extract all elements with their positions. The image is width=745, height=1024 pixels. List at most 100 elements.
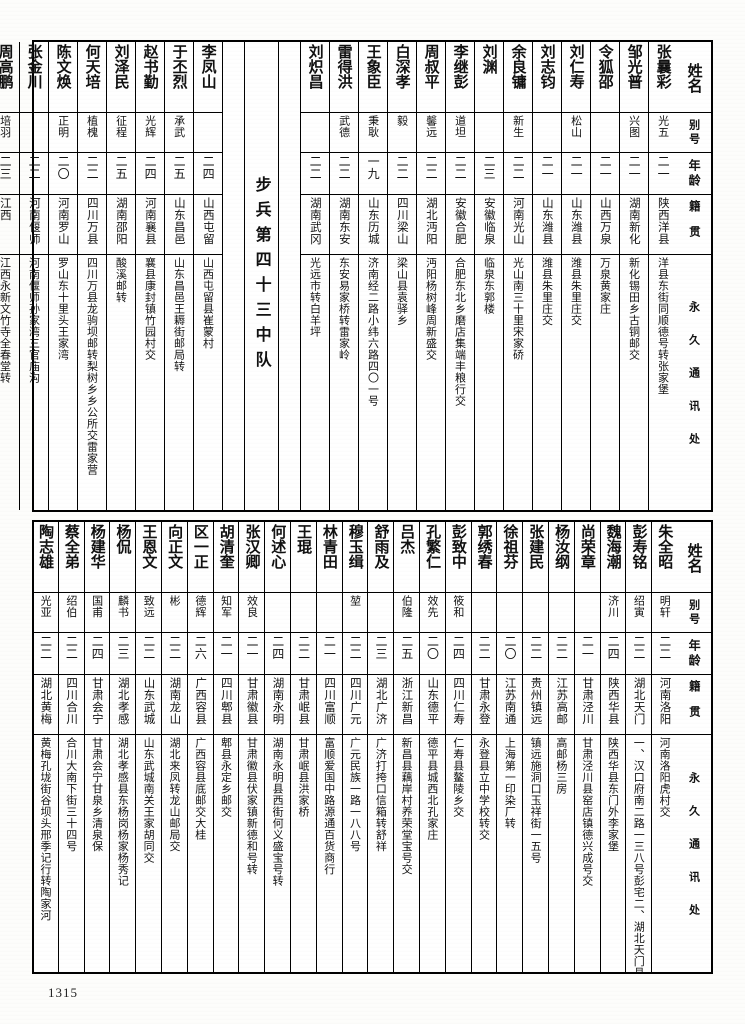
top-right-origin-text: 湖南新化 bbox=[627, 197, 642, 245]
bottom-origin: 江苏高邮 bbox=[549, 674, 574, 734]
bottom-name: 王琨 bbox=[291, 522, 316, 592]
top-right-address: 临泉东郭楼 bbox=[475, 254, 503, 510]
top-right-age: 一九 bbox=[359, 152, 387, 194]
bottom-address-text: 陕西华县东门外李家堡 bbox=[606, 737, 620, 852]
bottom-name: 何述心 bbox=[265, 522, 290, 592]
top-right-name: 周叔平 bbox=[417, 42, 445, 112]
top-right-address-text: 万泉黄家庄 bbox=[598, 257, 612, 315]
bottom-alias-text: 堃 bbox=[348, 595, 362, 607]
top-right-origin-text: 河南光山 bbox=[511, 197, 526, 245]
bottom-name: 王恩文 bbox=[136, 522, 161, 592]
top-left-alias-text: 正明 bbox=[56, 115, 70, 138]
bottom-address: 广济打挎口信箱转舒祥 bbox=[368, 734, 394, 972]
bottom-name-text: 孔繁仁 bbox=[424, 524, 443, 569]
header-name-text: 姓名 bbox=[685, 62, 704, 93]
top-left-origin-text: 湖南邵阳 bbox=[114, 197, 129, 245]
bottom-origin: 河南洛阳 bbox=[652, 674, 677, 734]
top-right-name: 刘炽昌 bbox=[301, 42, 329, 112]
header-age: 年龄 bbox=[677, 632, 711, 674]
bottom-age: 二四 bbox=[445, 632, 471, 674]
top-left-origin: 湖南邵阳 bbox=[107, 194, 135, 254]
header-address: 永久通讯处 bbox=[677, 734, 711, 972]
bottom-address: 镇远施洞口玉祥街一五号 bbox=[523, 734, 549, 972]
bottom-alias bbox=[316, 592, 342, 632]
roster-column: 吕杰 伯隆 二五 浙江新昌 新昌县藕岸村养荣堂宝号交 bbox=[393, 522, 420, 972]
top-right-name-text: 刘志钧 bbox=[538, 44, 557, 89]
top-left-origin: 河南罗山 bbox=[49, 194, 77, 254]
bottom-age: 二三 bbox=[110, 632, 136, 674]
top-left-name-text: 张金川 bbox=[25, 44, 44, 89]
bottom-name-text: 王琨 bbox=[295, 524, 314, 554]
bottom-address: 德平县城西北孔家庄 bbox=[420, 734, 445, 972]
top-right-origin: 山东历城 bbox=[359, 194, 387, 254]
top-left-address: 酸溪邮转 bbox=[107, 254, 135, 510]
bottom-address-text: 德平县城西北孔家庄 bbox=[425, 737, 439, 841]
top-left-origin: 河南偃师 bbox=[20, 194, 48, 254]
bottom-origin-text: 四川合川 bbox=[65, 677, 80, 725]
bottom-address-text: 永登县立中学校转交 bbox=[477, 737, 491, 841]
header-age-text: 年龄 bbox=[687, 639, 702, 669]
roster-column: 何天培 植槐 二二 四川万县 四川万县龙驹坝邮转梨树乡乡公所交雷家营 bbox=[77, 42, 106, 510]
roster-column: 张曩彩 光五 二一 陕西洋县 洋县东街同顺德号转张家堡 bbox=[648, 42, 677, 510]
bottom-alias-text: 致远 bbox=[142, 595, 156, 618]
top-left-name-text: 于丕烈 bbox=[170, 44, 189, 89]
bottom-age-text: 二一 bbox=[322, 635, 337, 660]
bottom-origin-text: 四川富顺 bbox=[323, 677, 338, 725]
top-right-name: 白深孝 bbox=[388, 42, 416, 112]
top-right-name: 令狐邵 bbox=[591, 42, 619, 112]
top-left-alias bbox=[20, 112, 48, 152]
top-left-address-text: 四川万县龙驹坝邮转梨树乡乡公所交雷家营 bbox=[85, 257, 99, 476]
top-right-origin: 山东潍县 bbox=[533, 194, 561, 254]
bottom-address: 合川大南下街三十四号 bbox=[58, 734, 84, 972]
top-right-address-text: 新化锡田乡古铜邮交 bbox=[627, 257, 641, 361]
bottom-alias: 绍寅 bbox=[626, 592, 652, 632]
bottom-address: 永登县立中学校转交 bbox=[471, 734, 497, 972]
bottom-alias bbox=[574, 592, 600, 632]
bottom-address-text: 甘肃会宁甘泉乡清泉保 bbox=[90, 737, 104, 852]
bottom-origin-text: 广西容县 bbox=[194, 677, 209, 725]
bottom-name: 尚荣章 bbox=[575, 522, 600, 592]
top-right-origin-text: 安徽临泉 bbox=[482, 197, 497, 245]
bottom-origin-text: 陕西华县 bbox=[606, 677, 621, 725]
bottom-alias: 伯隆 bbox=[394, 592, 420, 632]
bottom-alias-text: 效先 bbox=[426, 595, 440, 618]
top-left-address: 罗山东十里头王家湾 bbox=[49, 254, 77, 510]
top-right-age: 二二 bbox=[388, 152, 416, 194]
top-left-name-text: 何天培 bbox=[83, 44, 102, 89]
top-right-name-text: 李继彭 bbox=[451, 44, 470, 89]
header-address-text: 永久通讯处 bbox=[687, 300, 701, 466]
bottom-address: 新昌县藕岸村养荣堂宝号交 bbox=[394, 734, 420, 972]
bottom-age-text: 二四 bbox=[606, 635, 621, 660]
bottom-address-text: 仁寿县鳌陵乡交 bbox=[451, 737, 465, 818]
top-right-address: 济南经二路小纬六路四〇一号 bbox=[359, 254, 387, 510]
bottom-name-text: 王恩文 bbox=[140, 524, 159, 569]
bottom-origin: 湖北孝感 bbox=[110, 674, 136, 734]
bottom-address: 仁寿县鳌陵乡交 bbox=[445, 734, 471, 972]
bottom-origin-text: 湖南永明 bbox=[271, 677, 286, 725]
bottom-alias-text: 麟书 bbox=[116, 595, 130, 618]
bottom-name-text: 穆玉缉 bbox=[346, 524, 365, 569]
top-left-origin-text: 江西 bbox=[0, 197, 13, 221]
top-left-alias: 光辉 bbox=[136, 112, 164, 152]
top-left-name: 李凤山 bbox=[194, 42, 222, 112]
bottom-name-text: 彭寿铭 bbox=[630, 524, 649, 569]
roster-column: 林青田 二一 四川富顺 富顺爱国中路源通百货商行 bbox=[315, 522, 342, 972]
top-right-address-text: 洋县东街同顺德号转张家堡 bbox=[656, 257, 670, 395]
bottom-age-text: 二二 bbox=[296, 635, 311, 660]
bottom-origin: 四川富顺 bbox=[316, 674, 342, 734]
bottom-address-text: 广西容县底邮交大桂 bbox=[193, 737, 207, 841]
bottom-name-text: 陶志雄 bbox=[37, 524, 56, 569]
top-right-name: 张曩彩 bbox=[649, 42, 677, 112]
roster-column: 孔繁仁 效先 二〇 山东德平 德平县城西北孔家庄 bbox=[419, 522, 445, 972]
header-alias: 别号 bbox=[677, 592, 711, 632]
bottom-age: 二四 bbox=[265, 632, 291, 674]
bottom-name-text: 杨侃 bbox=[114, 524, 133, 554]
top-right-alias: 光五 bbox=[649, 112, 677, 152]
top-left-name: 于丕烈 bbox=[165, 42, 193, 112]
bottom-origin: 山东武城 bbox=[136, 674, 162, 734]
top-right-name: 刘渊 bbox=[475, 42, 503, 112]
top-left-origin: 山西屯留 bbox=[194, 194, 222, 254]
bottom-name-text: 胡清奎 bbox=[217, 524, 236, 569]
top-right-address-text: 光山南三十里宋家硚 bbox=[511, 257, 525, 361]
bottom-age-text: 二二 bbox=[64, 635, 79, 660]
